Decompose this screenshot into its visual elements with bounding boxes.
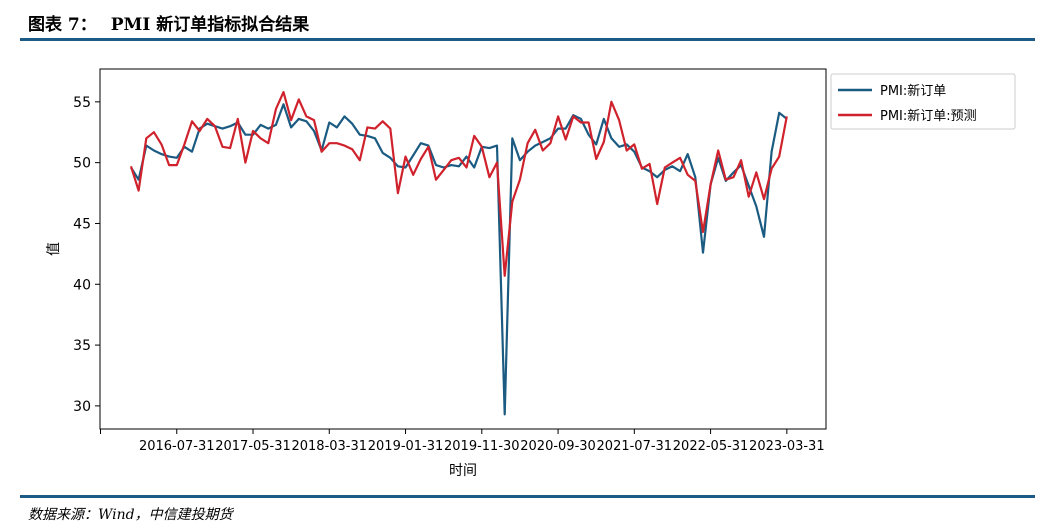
bottom-rule <box>20 495 1035 498</box>
x-tick-label: 2019-01-31 <box>368 439 444 454</box>
series-line-predicted <box>129 90 788 277</box>
source-note: 数据来源：Wind，中信建投期货 <box>28 507 233 523</box>
x-tick-label: 2022-05-31 <box>673 439 749 454</box>
y-axis: 30 35 40 45 50 55 <box>73 95 100 415</box>
x-axis-label: 时间 <box>449 463 477 479</box>
legend-label-actual: PMI:新订单 <box>880 83 946 99</box>
y-tick-label: 55 <box>73 95 91 111</box>
legend-box <box>830 73 1016 130</box>
x-tick-label: 2023-03-31 <box>749 439 825 454</box>
x-tick-label: 2017-05-31 <box>215 439 291 454</box>
figure-title-text: PMI 新订单指标拟合结果 <box>110 14 310 35</box>
legend: PMI:新订单 PMI:新订单:预测 <box>830 73 1016 130</box>
legend-label-pred: PMI:新订单:预测 <box>880 108 977 124</box>
y-tick-label: 40 <box>73 277 91 293</box>
series-lines <box>129 90 788 416</box>
x-tick-label: 2019-11-30 <box>444 439 520 454</box>
y-tick-label: 35 <box>73 338 91 354</box>
x-tick-label: 2016-07-31 <box>139 439 215 454</box>
figure-title: 图表 7： PMI 新订单指标拟合结果 <box>28 8 309 36</box>
y-tick-label: 45 <box>73 216 91 232</box>
y-axis-label: 值 <box>46 242 62 256</box>
x-tick-label: 2021-07-31 <box>597 439 673 454</box>
x-tick-label: 2018-03-31 <box>291 439 367 454</box>
y-tick-label: 50 <box>73 156 91 172</box>
x-tick-label: 2020-09-30 <box>520 439 596 454</box>
top-rule <box>20 38 1035 41</box>
plot-area-frame <box>99 68 827 430</box>
series-line-actual <box>130 103 788 416</box>
figure-number: 图表 7： <box>28 14 97 35</box>
x-axis: 2016-07-31 2017-05-31 2018-03-31 2019-01-31… <box>99 429 825 454</box>
y-tick-label: 30 <box>73 399 91 415</box>
